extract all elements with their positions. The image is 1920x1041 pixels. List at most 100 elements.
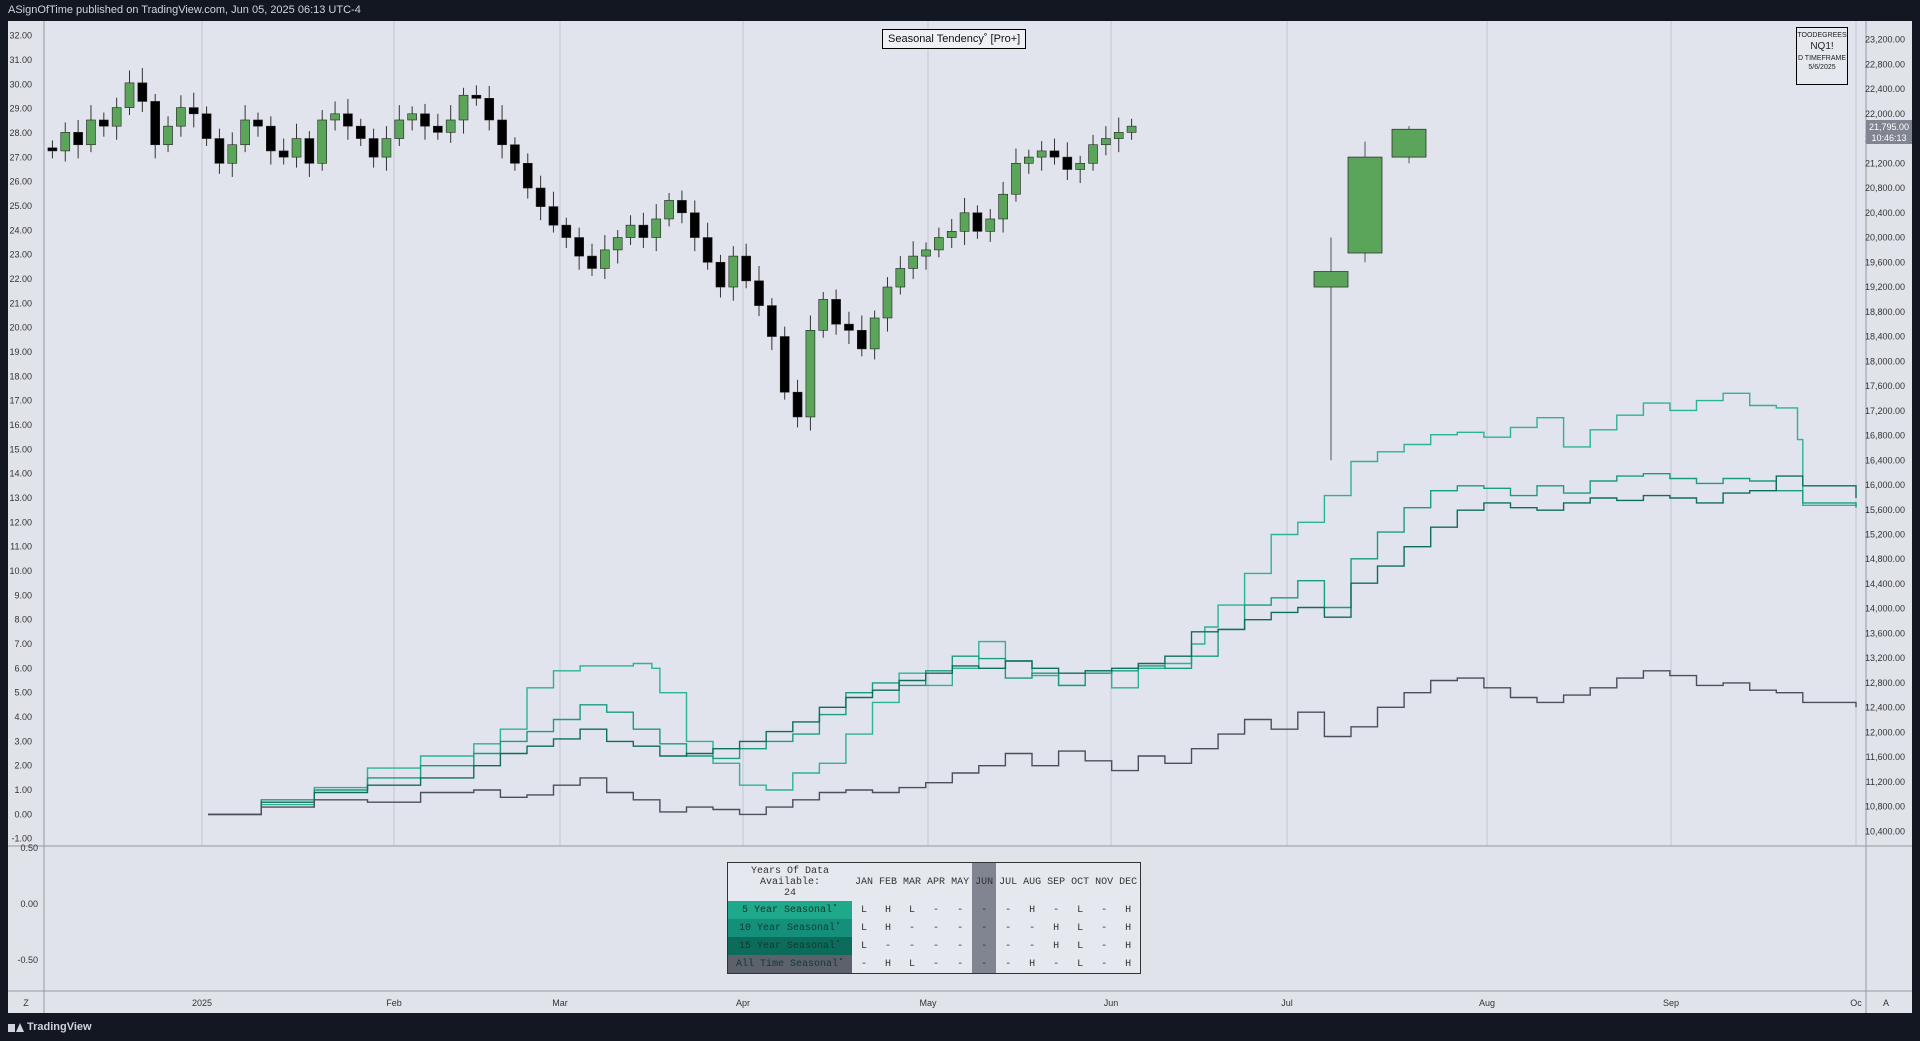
candle-body: [420, 113, 430, 127]
table-header-row: Years Of Data Available: 24 JAN FEB MAR APR…: [728, 862, 1141, 901]
candle-body: [510, 144, 520, 164]
left-tick-label: 7.00: [14, 639, 32, 649]
candle-body: [201, 113, 212, 139]
table-cell: -: [933, 904, 940, 916]
sub-tick-label: 0.00: [20, 899, 38, 909]
candle-body: [702, 237, 713, 263]
left-tick-label: 15.00: [9, 444, 32, 454]
candle-body: [1391, 128, 1427, 158]
time-axis-ticks: 2025 Feb Mar Apr May Jun Jul Aug Sep Oc: [192, 998, 1862, 1008]
years-header-label: Years Of Data Available:: [750, 865, 829, 888]
table-cell: -: [1005, 940, 1012, 952]
candle-body: [934, 237, 944, 251]
table-cell: -: [933, 958, 940, 970]
month-header-aug: AUG: [1023, 876, 1042, 888]
last-price-label: 21,795.00 10:46:13: [1866, 120, 1912, 144]
candle-body: [715, 261, 726, 288]
candle-body: [47, 147, 58, 152]
candle-body: [805, 330, 816, 418]
table-cell: -: [957, 922, 964, 934]
candle-body: [869, 317, 880, 350]
candle-body: [407, 113, 417, 121]
row-label: All Time Seasonal˚: [727, 955, 852, 974]
candle-body: [895, 268, 906, 288]
right-tick-label: 22,000.00: [1865, 109, 1905, 119]
auto-scale-button[interactable]: A: [1883, 998, 1889, 1008]
month-header-oct: OCT: [1071, 876, 1090, 888]
candle-body: [561, 224, 572, 238]
table-cell: -: [1101, 958, 1108, 970]
table-cell: -: [861, 958, 868, 970]
table-cell: H: [1053, 922, 1060, 934]
table-row: 10 Year Seasonal˚ L H - - - - - - H L - H: [727, 919, 1141, 937]
table-cell: H: [885, 904, 892, 916]
left-tick-label: 25.00: [9, 201, 32, 211]
left-tick-label: 6.00: [14, 663, 32, 673]
candle-body: [253, 119, 263, 127]
candle-body: [111, 107, 122, 127]
row-label: 15 Year Seasonal˚: [727, 937, 852, 955]
table-cell: -: [957, 904, 964, 916]
candle-body: [60, 132, 71, 152]
seasonal-line: [208, 475, 1857, 816]
right-tick-label: 20,400.00: [1865, 208, 1905, 218]
table-cell: -: [1101, 904, 1108, 916]
right-tick-label: 20,800.00: [1865, 183, 1905, 193]
candle-body: [587, 255, 597, 269]
candle-body: [1347, 156, 1383, 254]
left-tick-label: 11.00: [10, 542, 32, 552]
time-tick-label: Jun: [1104, 998, 1119, 1008]
time-tick-label: Sep: [1663, 998, 1679, 1008]
table-cell: L: [1077, 904, 1084, 916]
published-header: ASignOfTime published on TradingView.com…: [0, 0, 1920, 21]
right-tick-label: 22,400.00: [1865, 84, 1905, 94]
candle-body: [73, 132, 83, 146]
time-tick-label: May: [919, 998, 937, 1008]
table-cell: L: [909, 904, 916, 916]
right-tick-label: 12,800.00: [1865, 678, 1905, 688]
table-cell: L: [861, 904, 868, 916]
indicator-title[interactable]: Seasonal Tendency˚ [Pro+]: [882, 29, 1027, 49]
candle-body: [86, 119, 96, 146]
right-tick-label: 14,000.00: [1865, 604, 1905, 614]
tradingview-logo[interactable]: TradingView: [8, 1013, 92, 1041]
candle-body: [651, 218, 662, 238]
candle-body: [150, 101, 160, 146]
candle-body: [266, 125, 276, 152]
zoom-left-button[interactable]: Z: [23, 998, 29, 1008]
left-tick-label: 18.00: [9, 371, 32, 381]
candle-body: [458, 94, 469, 121]
right-tick-label: 22,800.00: [1865, 59, 1905, 69]
candle-body: [664, 200, 674, 220]
table-cell: L: [1077, 940, 1084, 952]
month-header-jan: JAN: [855, 876, 874, 888]
table-cell: H: [1125, 940, 1132, 952]
table-cell: -: [909, 940, 916, 952]
right-tick-label: 15,600.00: [1865, 505, 1905, 515]
candle-body: [818, 299, 829, 331]
candle-body: [330, 113, 340, 121]
row-label: 5 Year Seasonal˚: [727, 901, 852, 919]
right-tick-label: 15,200.00: [1865, 529, 1905, 539]
chart-svg[interactable]: 32.00 31.00 30.00 29.00 28.00 27.00 26.00 25.00…: [8, 21, 1912, 1013]
row-label: 10 Year Seasonal˚: [727, 919, 852, 937]
candle-body: [227, 144, 238, 164]
candle-body: [1049, 150, 1060, 158]
right-tick-label: 12,000.00: [1865, 727, 1905, 737]
candle-body: [998, 193, 1008, 220]
candle-body: [381, 138, 392, 158]
candle-body: [689, 212, 700, 238]
candle-body: [882, 286, 893, 319]
sub-pane-axis-ticks: 0.50 0.00 -0.50: [17, 843, 38, 965]
years-header-value: 24: [783, 887, 796, 899]
left-tick-label: 26.00: [9, 177, 32, 187]
candle-body: [612, 237, 623, 251]
month-header-sep: SEP: [1047, 876, 1066, 888]
right-tick-label: 16,800.00: [1865, 431, 1905, 441]
right-tick-label: 14,400.00: [1865, 579, 1905, 589]
left-tick-label: 21.00: [9, 298, 32, 308]
seasonal-table: Years Of Data Available: 24 JAN FEB MAR APR…: [727, 862, 1142, 974]
candle-body: [972, 212, 983, 232]
right-tick-label: 16,400.00: [1865, 455, 1905, 465]
left-tick-label: 3.00: [14, 736, 32, 746]
